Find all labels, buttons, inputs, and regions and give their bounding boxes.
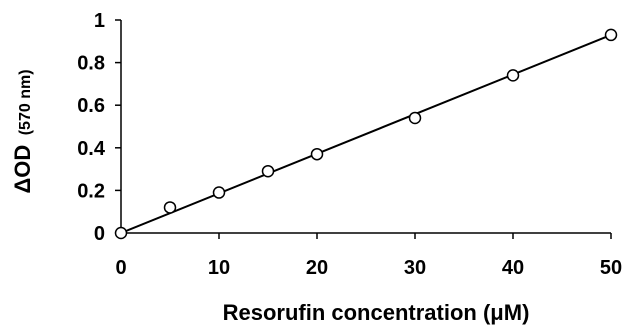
y-axis-title: ΔOD (570 nm) [10, 69, 35, 193]
x-tick-label: 0 [115, 257, 126, 279]
data-point [310, 147, 324, 161]
y-axis-title-sub: (570 nm) [17, 69, 34, 135]
y-tick-label: 1 [94, 10, 105, 32]
tick-marks [115, 19, 612, 239]
y-axis-title-main: ΔOD [10, 145, 35, 194]
x-tick-label: 10 [208, 257, 230, 279]
axes [120, 20, 611, 234]
data-points [114, 28, 618, 240]
data-point [212, 186, 226, 199]
y-tick-label: 0.2 [77, 180, 105, 202]
y-tick-label: 0.6 [77, 95, 105, 117]
y-tick-label: 0.8 [77, 53, 105, 75]
y-tick-label: 0.4 [77, 138, 106, 160]
data-point [506, 69, 520, 82]
x-tick-label: 20 [306, 257, 328, 279]
trendline [120, 33, 612, 234]
x-tick-label: 40 [502, 257, 524, 279]
data-point [261, 164, 275, 178]
x-axis-title: Resorufin concentration (μM) [223, 300, 530, 325]
tick-labels: 00.20.40.60.810 10 20 30 40 50 [77, 10, 622, 279]
data-point [163, 201, 177, 214]
data-point [114, 226, 128, 240]
data-point [408, 111, 422, 125]
x-tick-label: 50 [600, 257, 622, 279]
y-tick-label: 0 [94, 223, 105, 245]
data-point [604, 28, 618, 42]
x-tick-label: 30 [404, 257, 426, 279]
